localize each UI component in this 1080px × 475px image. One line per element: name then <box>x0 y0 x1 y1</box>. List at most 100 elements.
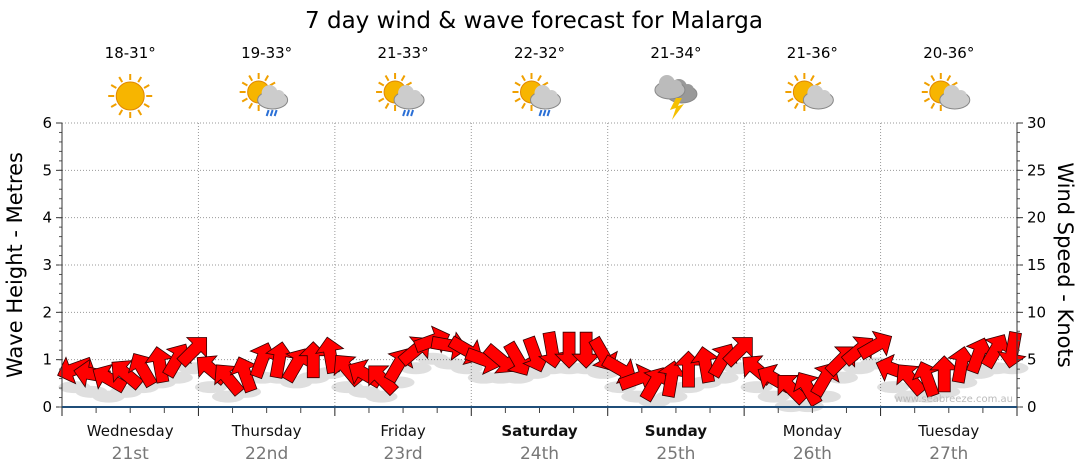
weather-icon-partly-cloudy-showers <box>239 73 289 117</box>
temperature-range: 21-36° <box>787 44 838 62</box>
x-day-label: Monday <box>783 422 842 440</box>
rain-icon <box>402 109 407 117</box>
x-date-label: 25th <box>656 444 695 464</box>
arrow-shadow <box>416 352 449 365</box>
sun-ray-icon <box>384 102 390 109</box>
sun-ray-icon <box>378 97 385 103</box>
wind-arrow <box>911 361 941 399</box>
sun-ray-icon <box>110 84 117 89</box>
arrow-shadow <box>484 371 517 384</box>
x-day-label: Friday <box>380 422 426 440</box>
y-tick-label: 1 <box>42 351 52 369</box>
wind-arrow <box>856 330 893 361</box>
sun-ray-icon <box>793 102 799 109</box>
y2-tick-label: 15 <box>1027 256 1046 274</box>
cloud-puff-icon <box>545 90 558 102</box>
wind-arrow <box>793 371 823 408</box>
arrow-shadow <box>877 381 910 394</box>
cloud-puff-icon <box>272 90 285 102</box>
wind-arrow <box>571 331 602 369</box>
rain-icon <box>269 109 274 117</box>
y2-tick-label: 30 <box>1027 114 1046 132</box>
cloud-puff-icon <box>669 80 682 92</box>
wind-arrow <box>554 331 585 369</box>
sun-ray-icon <box>137 109 143 116</box>
wind-arrow <box>965 337 994 375</box>
day-forecast-friday: 21-33° <box>376 44 429 117</box>
lightning-icon <box>669 98 684 120</box>
sun-ray-icon <box>951 81 958 87</box>
arrow-shadow <box>92 390 125 403</box>
x-date-label: 27th <box>929 444 968 464</box>
wind-arrow <box>657 360 687 398</box>
y-tick-label: 0 <box>42 398 52 416</box>
rain-icon <box>538 109 543 117</box>
sun-ray-icon <box>241 97 248 103</box>
y-tick-label: 6 <box>42 114 52 132</box>
sun-ray-icon <box>809 75 815 82</box>
temperature-range: 19-33° <box>241 44 292 62</box>
sun-ray-icon <box>143 103 150 108</box>
sun-ray-icon <box>264 75 270 82</box>
wind-arrow <box>111 360 144 391</box>
y-tick-label: 3 <box>42 256 52 274</box>
sun-ray-icon <box>923 97 931 103</box>
x-day-label: Tuesday <box>917 422 979 440</box>
sun-ray-icon <box>405 81 413 87</box>
cloud-puff-icon <box>818 90 831 102</box>
watermark: www.seabreeze.com.au <box>895 394 1013 405</box>
day-forecast-tuesday: 20-36° <box>921 44 974 111</box>
sun-ray-icon <box>514 81 521 87</box>
temperature-range: 21-34° <box>650 44 701 62</box>
sun-ray-icon <box>946 75 952 82</box>
rain-icon <box>410 109 415 117</box>
sun-ray-icon <box>143 84 150 89</box>
arrow-shadow <box>433 357 466 370</box>
day-forecast-sunday: 21-34° <box>650 44 701 120</box>
x-day-label: Sunday <box>645 422 708 440</box>
day-forecast-thursday: 19-33° <box>239 44 292 117</box>
arrow-shadow <box>75 385 108 398</box>
sun-ray-icon <box>241 81 248 87</box>
rain-icon <box>265 109 270 117</box>
day-forecast-wednesday: 18-31° <box>105 44 156 118</box>
weather-icon-partly-cloudy <box>921 73 971 111</box>
wind-arrow <box>176 337 208 368</box>
sun-ray-icon <box>537 75 542 82</box>
x-date-label: 24th <box>520 444 559 464</box>
arrow-shadow <box>450 362 483 375</box>
sun-ray-icon <box>787 97 794 103</box>
wind-arrow <box>722 337 753 368</box>
sun-ray-icon <box>118 76 124 83</box>
arrow-shadow <box>467 371 500 384</box>
weather-icon-partly-cloudy-showers <box>376 73 425 117</box>
weather-icon-partly-cloudy-showers <box>512 73 561 117</box>
weather-icon-storm <box>654 75 698 120</box>
sun-ray-icon <box>930 75 936 82</box>
x-day-label: Saturday <box>501 422 578 440</box>
wind-arrow <box>482 342 516 374</box>
x-date-label: 22nd <box>245 444 288 464</box>
y2-tick-label: 10 <box>1027 303 1046 321</box>
sun-ray-icon <box>118 109 124 116</box>
sun-ray-icon <box>514 97 521 103</box>
y2-tick-label: 5 <box>1027 351 1037 369</box>
sun-icon <box>115 81 145 111</box>
x-date-label: 21st <box>112 444 149 464</box>
temperature-range: 20-36° <box>923 44 974 62</box>
sun-ray-icon <box>923 81 931 87</box>
arrow-shadow <box>348 385 381 398</box>
arrow-shadow <box>757 390 790 403</box>
weather-icon-partly-cloudy <box>785 73 834 111</box>
sun-ray-icon <box>378 81 385 87</box>
sun-ray-icon <box>787 81 794 87</box>
wind-arrow <box>214 364 245 397</box>
sun-ray-icon <box>815 81 822 87</box>
x-day-label: Thursday <box>231 422 302 440</box>
sun-ray-icon <box>542 81 549 87</box>
x-day-label: Wednesday <box>87 422 174 440</box>
sun-ray-icon <box>384 75 390 82</box>
rain-icon <box>406 109 411 117</box>
arrow-shadow <box>58 381 91 394</box>
y-tick-label: 4 <box>42 209 52 227</box>
